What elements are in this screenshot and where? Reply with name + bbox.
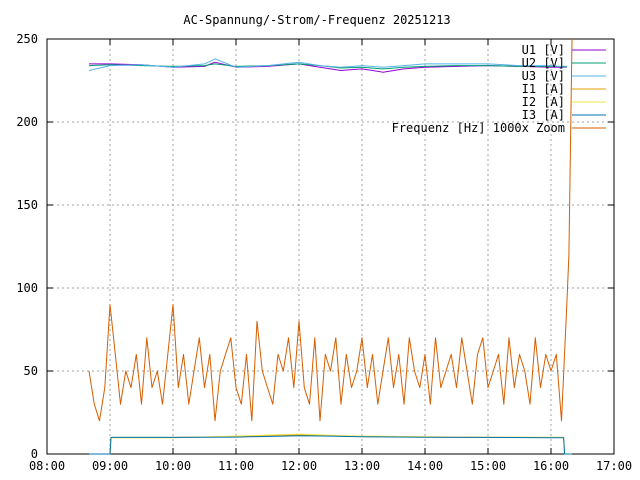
x-tick-label: 11:00 xyxy=(218,459,254,473)
series-line xyxy=(88,58,567,71)
x-tick-label: 10:00 xyxy=(155,459,191,473)
series-line xyxy=(89,435,572,455)
y-tick-label: 50 xyxy=(24,364,38,378)
legend-label: U2 [V] xyxy=(522,56,565,70)
x-tick-label: 15:00 xyxy=(470,459,506,473)
x-tick-label: 08:00 xyxy=(29,459,65,473)
x-tick-label: 17:00 xyxy=(596,459,632,473)
series-lines xyxy=(88,38,573,455)
x-tick-label: 09:00 xyxy=(92,459,128,473)
x-tick-label: 12:00 xyxy=(281,459,317,473)
chart-title: AC-Spannung/-Strom/-Frequenz 20251213 xyxy=(183,13,450,27)
x-tick-label: 14:00 xyxy=(407,459,443,473)
y-tick-label: 100 xyxy=(16,281,38,295)
legend-label: I2 [A] xyxy=(522,95,565,109)
y-tick-label: 250 xyxy=(16,32,38,46)
legend-label: Frequenz [Hz] 1000x Zoom xyxy=(392,121,565,135)
plot-border xyxy=(46,38,615,455)
legend-label: I1 [A] xyxy=(522,82,565,96)
legend-label: U1 [V] xyxy=(522,43,565,57)
axes: 08:00 09:00 10:00 11:00 12:00 13:00 14:00 15:00… xyxy=(16,32,632,473)
y-tick-label: 200 xyxy=(16,115,38,129)
y-tick-label: 150 xyxy=(16,198,38,212)
x-tick-label: 16:00 xyxy=(533,459,569,473)
series-line xyxy=(89,61,567,73)
legend-label: U3 [V] xyxy=(522,69,565,83)
x-tick-label: 13:00 xyxy=(344,459,380,473)
legend-label: I3 [A] xyxy=(522,108,565,122)
y-tick-label: 0 xyxy=(31,447,38,461)
legend: U1 [V]U2 [V]U3 [V]I1 [A]I2 [A]I3 [A]Freq… xyxy=(392,43,606,135)
series-line xyxy=(88,38,573,422)
